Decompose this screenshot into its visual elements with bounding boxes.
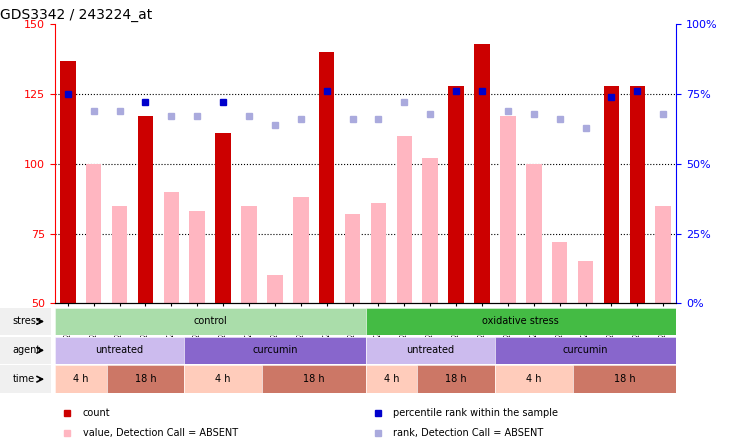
Text: untreated: untreated xyxy=(96,345,143,355)
Text: rank, Detection Call = ABSENT: rank, Detection Call = ABSENT xyxy=(393,428,544,438)
Bar xyxy=(86,164,102,303)
Bar xyxy=(500,116,515,303)
Bar xyxy=(137,116,154,303)
Text: 4 h: 4 h xyxy=(216,374,231,384)
Bar xyxy=(604,86,619,303)
Text: untreated: untreated xyxy=(406,345,454,355)
Text: 18 h: 18 h xyxy=(303,374,325,384)
Text: GDS3342 / 243224_at: GDS3342 / 243224_at xyxy=(0,8,152,22)
Bar xyxy=(216,133,231,303)
Text: time: time xyxy=(12,374,35,384)
Text: curcumin: curcumin xyxy=(563,345,608,355)
Text: 4 h: 4 h xyxy=(73,374,88,384)
Text: curcumin: curcumin xyxy=(252,345,298,355)
Text: 4 h: 4 h xyxy=(526,374,542,384)
Text: 18 h: 18 h xyxy=(135,374,156,384)
Bar xyxy=(577,262,594,303)
Bar xyxy=(474,44,490,303)
Text: percentile rank within the sample: percentile rank within the sample xyxy=(393,408,558,418)
Bar xyxy=(552,242,567,303)
Bar xyxy=(629,86,645,303)
Bar xyxy=(423,158,438,303)
Bar xyxy=(371,203,386,303)
Bar xyxy=(241,206,257,303)
Bar xyxy=(112,206,127,303)
Text: 4 h: 4 h xyxy=(384,374,399,384)
Bar xyxy=(656,206,671,303)
Text: control: control xyxy=(193,317,227,326)
Bar xyxy=(319,52,334,303)
Bar xyxy=(448,86,464,303)
Bar xyxy=(396,136,412,303)
Bar xyxy=(60,61,75,303)
Bar xyxy=(345,214,360,303)
Text: count: count xyxy=(83,408,110,418)
Bar xyxy=(189,211,205,303)
Bar xyxy=(267,275,283,303)
Bar xyxy=(526,164,542,303)
Bar xyxy=(164,192,179,303)
Text: stress: stress xyxy=(12,317,42,326)
Text: oxidative stress: oxidative stress xyxy=(482,317,559,326)
Text: 18 h: 18 h xyxy=(445,374,467,384)
Text: agent: agent xyxy=(12,345,41,355)
Text: 18 h: 18 h xyxy=(613,374,635,384)
Bar xyxy=(293,197,308,303)
Text: value, Detection Call = ABSENT: value, Detection Call = ABSENT xyxy=(83,428,238,438)
